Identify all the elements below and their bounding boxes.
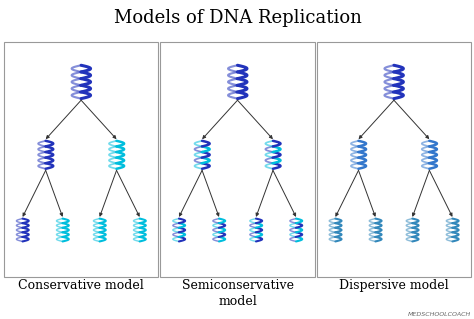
Bar [4,42,158,277]
Text: Models of DNA Replication: Models of DNA Replication [114,9,362,26]
Text: Semiconservative
model: Semiconservative model [182,278,293,308]
Bar [317,42,471,277]
Text: MEDSCHOOLCOACH: MEDSCHOOLCOACH [408,312,471,317]
Text: Dispersive model: Dispersive model [339,278,449,292]
Text: Conservative model: Conservative model [18,278,144,292]
Bar [161,42,315,277]
